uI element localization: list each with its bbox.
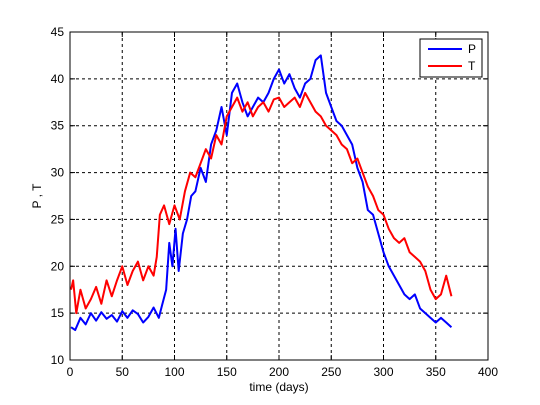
legend-box — [419, 38, 483, 78]
x-tick-label: 100 — [164, 365, 184, 379]
series-layer — [70, 54, 453, 332]
series-line-t — [70, 91, 453, 315]
x-tick-label: 50 — [116, 365, 130, 379]
y-tick-label: 30 — [51, 166, 65, 180]
y-axis-label: P , T — [30, 183, 44, 209]
axis-ticks — [69, 31, 489, 361]
x-tick-label: 150 — [217, 365, 237, 379]
series-line-p — [70, 54, 453, 332]
x-tick-label: 350 — [426, 365, 446, 379]
x-tick-label: 200 — [269, 365, 289, 379]
x-tick-label: 0 — [67, 365, 74, 379]
y-tick-label: 10 — [51, 353, 65, 367]
tick-labels: 0 50 100 150 200 250 300 350 400 10 15 20 25 30 35 40 45 — [51, 25, 499, 379]
x-tick-label: 300 — [373, 365, 393, 379]
grid-lines — [70, 32, 488, 360]
legend-label-t: T — [468, 59, 476, 73]
y-tick-label: 35 — [51, 119, 65, 133]
y-tick-label: 25 — [51, 212, 65, 226]
y-tick-label: 20 — [51, 259, 65, 273]
legend: P T — [419, 38, 483, 78]
x-tick-label: 400 — [478, 365, 498, 379]
y-tick-label: 45 — [51, 25, 65, 39]
legend-label-p: P — [468, 42, 476, 56]
y-tick-label: 15 — [51, 306, 65, 320]
y-tick-label: 40 — [51, 72, 65, 86]
x-tick-label: 250 — [321, 365, 341, 379]
x-axis-label: time (days) — [249, 380, 308, 394]
